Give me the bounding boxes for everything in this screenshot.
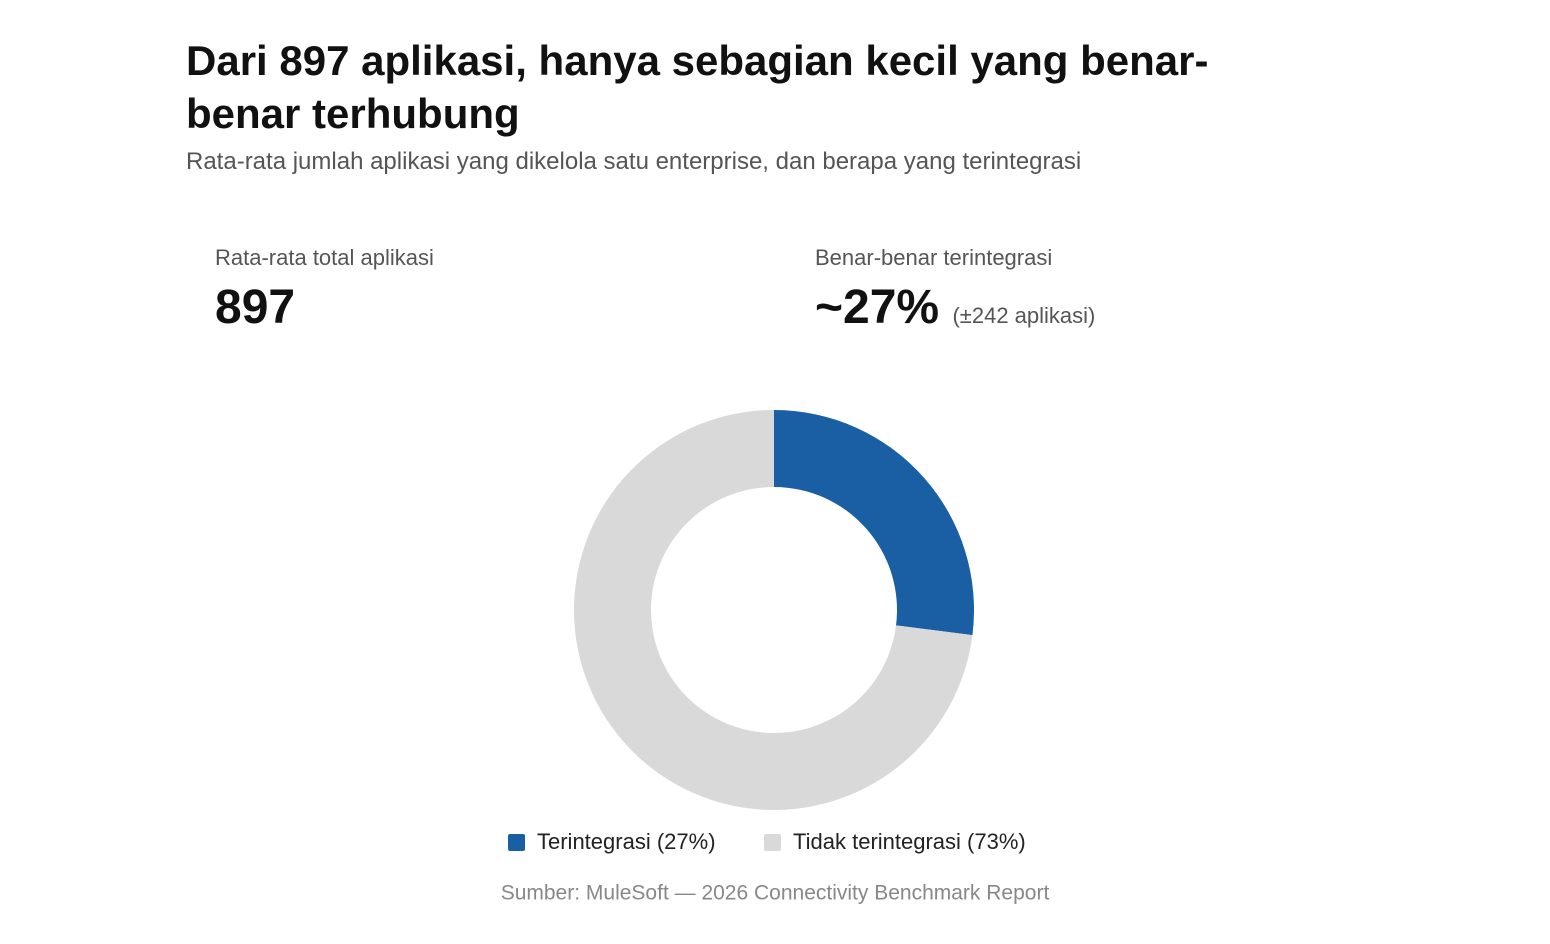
donut-segment [774, 410, 974, 636]
legend-swatch [508, 834, 525, 851]
stat-value: ~27% [815, 281, 940, 334]
stat-note: (±242 aplikasi) [952, 303, 1096, 328]
chart-title: Dari 897 aplikasi, hanya sebagian kecil … [186, 37, 1209, 137]
stat-value-group: ~27% (±242 aplikasi) [815, 280, 1095, 335]
stat-value: 897 [215, 281, 296, 334]
legend-label: Tidak terintegrasi (73%) [793, 829, 1026, 854]
donut-segment [574, 410, 973, 810]
legend-label: Terintegrasi (27%) [537, 829, 716, 854]
legend-swatch [764, 834, 781, 851]
stat-label: Rata-rata total aplikasi [215, 245, 434, 270]
source: Sumber: MuleSoft — 2026 Connectivity Ben… [501, 882, 1050, 905]
stat-label: Benar-benar terintegrasi [815, 245, 1053, 270]
chart-subtitle: Rata-rata jumlah aplikasi yang dikelola … [186, 148, 1082, 175]
